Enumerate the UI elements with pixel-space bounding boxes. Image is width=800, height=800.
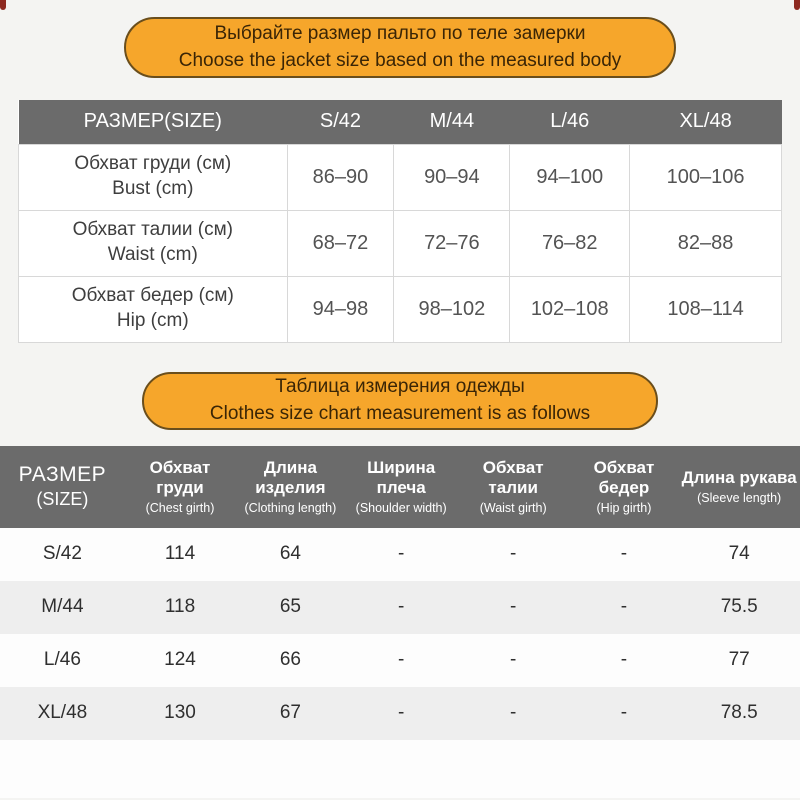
cell-sleeve: 75.5 <box>678 580 800 634</box>
cell-shoulder: - <box>345 580 457 634</box>
col-header-sleeve-en: (Sleeve length) <box>697 491 782 506</box>
body-table-row-bust: Обхват груди (см) Bust (cm) 86–90 90–94 … <box>18 143 782 211</box>
cell-shoulder: - <box>345 686 457 740</box>
cell-length: 67 <box>235 686 346 740</box>
cell-sleeve: 74 <box>678 527 800 581</box>
row-label-waist: Обхват талии (см) Waist (cm) <box>18 209 288 277</box>
cell-hip: - <box>569 527 679 581</box>
cell-hip: - <box>569 580 679 634</box>
col-header-hip-en: (Hip girth) <box>596 501 652 516</box>
banner-choose-size-ru: Выбрайте размер пальто по теле замерки <box>214 23 586 45</box>
cell-chest: 114 <box>124 527 236 581</box>
cell-shoulder: - <box>345 527 457 581</box>
col-header-length-en: (Clothing length) <box>244 501 337 516</box>
row-label-waist-ru: Обхват талии (см) <box>72 219 233 241</box>
col-header-chest-ru: Обхват груди <box>149 457 211 497</box>
col-header-chest-girth: Обхват груди (Chest girth) <box>124 445 236 528</box>
cell-waist-m44: 72–76 <box>393 209 511 277</box>
col-header-s42: S/42 <box>287 100 394 144</box>
body-table-row-hip: Обхват бедер (см) Hip (cm) 94–98 98–102 … <box>18 275 782 343</box>
cell-hip: - <box>569 686 679 740</box>
cell-waist: - <box>456 633 570 687</box>
body-measurements-table: РАЗМЕР(SIZE) S/42 M/44 L/46 XL/48 Обхват… <box>18 100 782 343</box>
garment-table-section: РАЗМЕР (SIZE) Обхват груди (Chest girth)… <box>0 445 800 798</box>
col-header-size-ru: РАЗМЕР <box>18 463 107 487</box>
col-header-l46: L/46 <box>509 100 630 144</box>
row-label-waist-en: Waist (cm) <box>107 244 198 265</box>
size-label: M/44 <box>0 580 125 634</box>
cell-chest: 118 <box>124 580 236 634</box>
garment-row-m44: M/44 118 65 - - - 75.5 <box>0 580 800 634</box>
col-header-waist-en: (Waist girth) <box>479 501 547 516</box>
col-header-sleeve-length: Длина рукава (Sleeve length) <box>678 445 800 528</box>
cell-hip-l46: 102–108 <box>509 275 631 343</box>
col-header-m44: M/44 <box>393 100 510 144</box>
garment-measurements-table: РАЗМЕР (SIZE) Обхват груди (Chest girth)… <box>0 445 800 740</box>
row-label-bust-en: Bust (cm) <box>112 178 194 199</box>
col-header-chest-en: (Chest girth) <box>145 501 215 516</box>
body-table-row-waist: Обхват талии (см) Waist (cm) 68–72 72–76… <box>18 209 782 277</box>
col-header-sleeve-ru: Длина рукава <box>681 467 797 487</box>
col-header-size-en: (SIZE) <box>36 488 89 509</box>
garment-table-header-row: РАЗМЕР (SIZE) Обхват груди (Chest girth)… <box>0 445 800 528</box>
garment-row-l46: L/46 124 66 - - - 77 <box>0 633 800 687</box>
corner-artifact-right-icon <box>794 0 800 10</box>
col-header-waist-ru: Обхват талии <box>482 457 544 497</box>
size-label: XL/48 <box>0 686 125 740</box>
cell-length: 64 <box>235 527 346 581</box>
row-label-hip: Обхват бедер (см) Hip (cm) <box>18 275 288 343</box>
banner-clothes-chart-en: Clothes size chart measurement is as fol… <box>209 402 591 424</box>
cell-shoulder: - <box>345 633 457 687</box>
cell-hip-xl48: 108–114 <box>629 275 782 343</box>
col-header-hip-ru: Обхват бедер <box>593 457 655 497</box>
cell-bust-s42: 86–90 <box>286 143 395 211</box>
col-header-shoulder-width: Ширина плеча (Shoulder width) <box>345 445 457 528</box>
col-header-clothing-length: Длина изделия (Clothing length) <box>235 445 346 528</box>
garment-row-s42: S/42 114 64 - - - 74 <box>0 527 800 581</box>
cell-sleeve: 78.5 <box>678 686 800 740</box>
size-label: L/46 <box>0 633 125 687</box>
banner-clothes-chart: Таблица измерения одежды Clothes size ch… <box>142 371 658 430</box>
size-label: S/42 <box>0 527 125 581</box>
col-header-size: РАЗМЕР(SIZE) <box>18 100 288 144</box>
row-label-bust: Обхват груди (см) Bust (cm) <box>18 143 288 211</box>
cell-waist: - <box>456 686 570 740</box>
cell-hip-s42: 94–98 <box>286 275 395 343</box>
garment-row-xl48: XL/48 130 67 - - - 78.5 <box>0 686 800 740</box>
banner-choose-size-en: Choose the jacket size based on the meas… <box>178 49 622 71</box>
cell-length: 66 <box>235 633 346 687</box>
cell-waist: - <box>456 527 570 581</box>
banner-clothes-chart-ru: Таблица измерения одежды <box>275 376 525 398</box>
cell-waist-xl48: 82–88 <box>629 209 782 277</box>
cell-chest: 124 <box>124 633 236 687</box>
cell-bust-xl48: 100–106 <box>629 143 782 211</box>
cell-bust-l46: 94–100 <box>509 143 631 211</box>
cell-waist-l46: 76–82 <box>509 209 631 277</box>
col-header-waist-girth: Обхват талии (Waist girth) <box>456 445 570 528</box>
col-header-shoulder-en: (Shoulder width) <box>355 501 447 516</box>
col-header-xl48: XL/48 <box>629 100 782 144</box>
row-label-bust-ru: Обхват груди (см) <box>74 153 232 175</box>
banner-choose-size: Выбрайте размер пальто по теле замерки C… <box>124 17 676 78</box>
cell-length: 65 <box>235 580 346 634</box>
body-table-header-row: РАЗМЕР(SIZE) S/42 M/44 L/46 XL/48 <box>18 100 782 144</box>
cell-bust-m44: 90–94 <box>393 143 511 211</box>
cell-hip: - <box>569 633 679 687</box>
cell-waist-s42: 68–72 <box>286 209 395 277</box>
row-label-hip-ru: Обхват бедер (см) <box>71 285 234 307</box>
corner-artifact-left-icon <box>0 0 6 10</box>
col-header-size: РАЗМЕР (SIZE) <box>0 445 125 528</box>
cell-waist: - <box>456 580 570 634</box>
row-label-hip-en: Hip (cm) <box>116 310 189 331</box>
cell-hip-m44: 98–102 <box>393 275 511 343</box>
col-header-hip-girth: Обхват бедер (Hip girth) <box>569 445 679 528</box>
cell-sleeve: 77 <box>678 633 800 687</box>
col-header-shoulder-ru: Ширина плеча <box>367 457 436 497</box>
cell-chest: 130 <box>124 686 236 740</box>
col-header-length-ru: Длина изделия <box>255 457 326 497</box>
